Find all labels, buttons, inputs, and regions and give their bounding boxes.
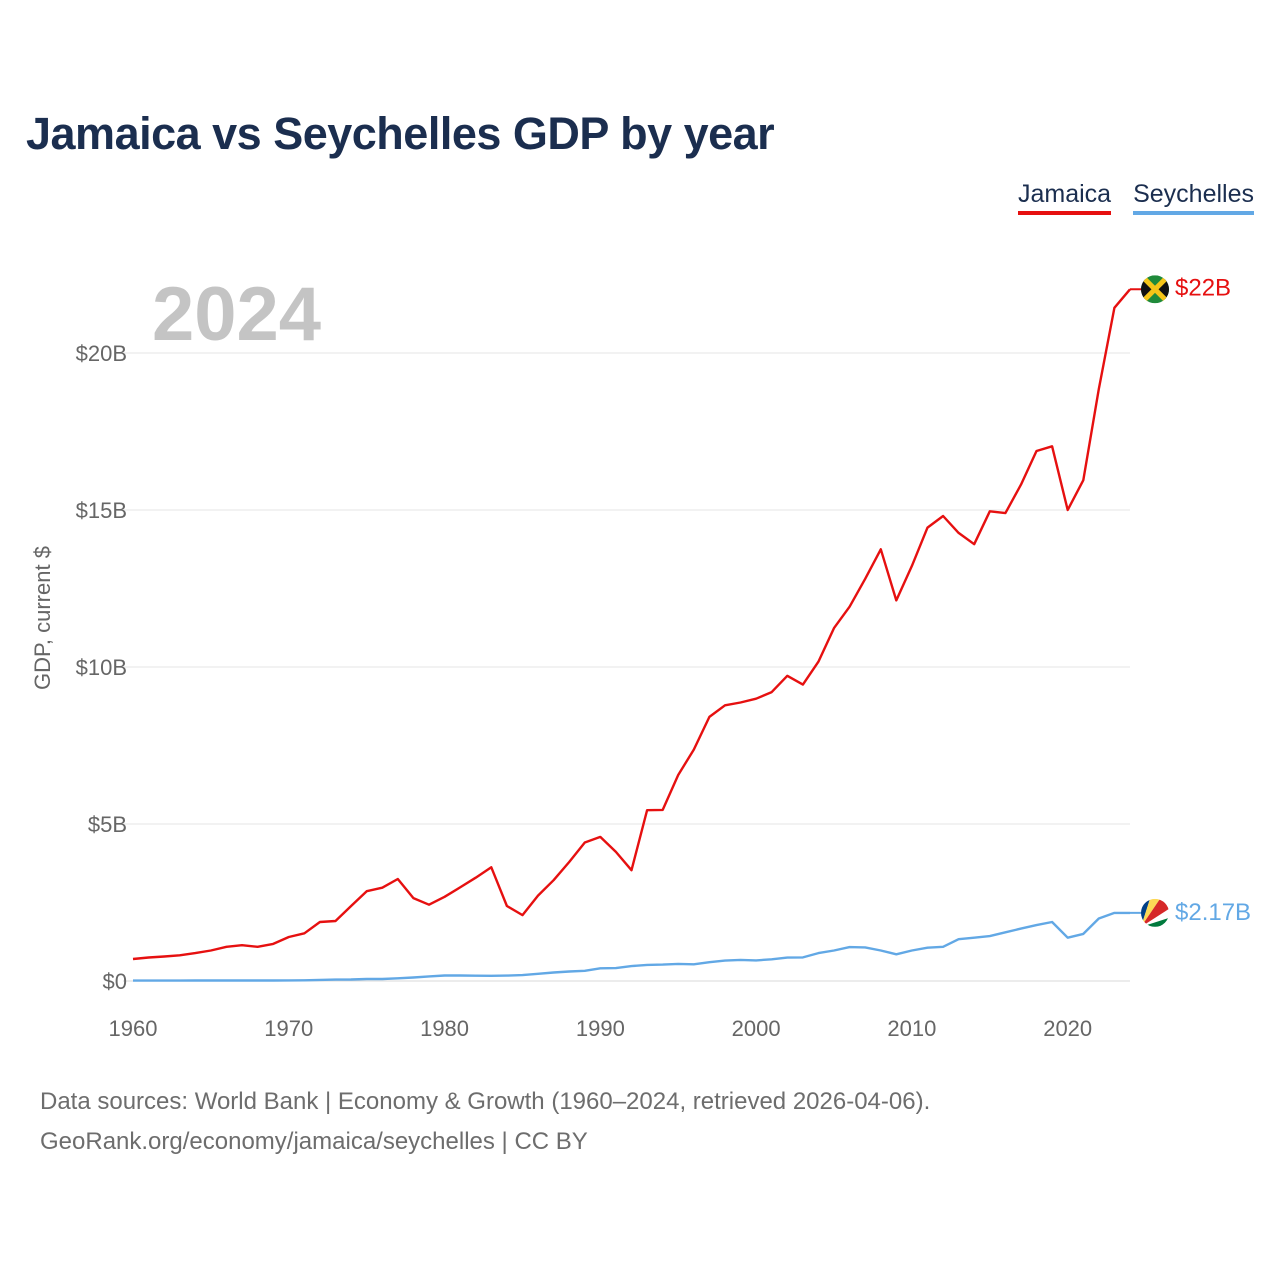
end-label-seychelles: $2.17B xyxy=(1175,899,1251,926)
jamaica-flag-icon xyxy=(1141,275,1169,304)
axes: $0 $5B $10B $15B $20B 1960 1970 1980 1990 2000 201… xyxy=(76,341,1093,1041)
y-tick-label: $10B xyxy=(76,655,127,680)
x-tick-label: 2010 xyxy=(887,1016,936,1041)
chart-title: Jamaica vs Seychelles GDP by year xyxy=(26,108,775,159)
year-label: 2024 xyxy=(152,272,321,357)
end-label-jamaica: $22B xyxy=(1175,274,1231,301)
y-tick-label: $5B xyxy=(88,812,127,837)
legend: Jamaica Seychelles xyxy=(1018,180,1254,215)
footer-sources: Data sources: World Bank | Economy & Gro… xyxy=(40,1088,931,1115)
x-tick-label: 1960 xyxy=(109,1016,158,1041)
x-tick-label: 2000 xyxy=(732,1016,781,1041)
series xyxy=(132,288,1141,982)
footer-link[interactable]: GeoRank.org/economy/jamaica/seychelles |… xyxy=(40,1128,588,1155)
x-tick-label: 1980 xyxy=(420,1016,469,1041)
grid xyxy=(123,352,1130,982)
y-tick-label: $20B xyxy=(76,341,127,366)
y-tick-label: $15B xyxy=(76,498,127,523)
series-line-seychelles[interactable] xyxy=(133,911,1130,982)
legend-item-seychelles[interactable]: Seychelles xyxy=(1133,180,1254,215)
footer: Data sources: World Bank | Economy & Gro… xyxy=(40,1082,930,1162)
y-tick-label: $0 xyxy=(103,969,127,994)
x-tick-label: 1990 xyxy=(576,1016,625,1041)
x-tick-label: 2020 xyxy=(1043,1016,1092,1041)
x-tick-label: 1970 xyxy=(264,1016,313,1041)
seychelles-flag-icon xyxy=(1141,898,1169,927)
y-axis-label: GDP, current $ xyxy=(30,546,55,690)
legend-item-jamaica[interactable]: Jamaica xyxy=(1018,180,1112,215)
series-line-jamaica[interactable] xyxy=(132,288,1131,961)
